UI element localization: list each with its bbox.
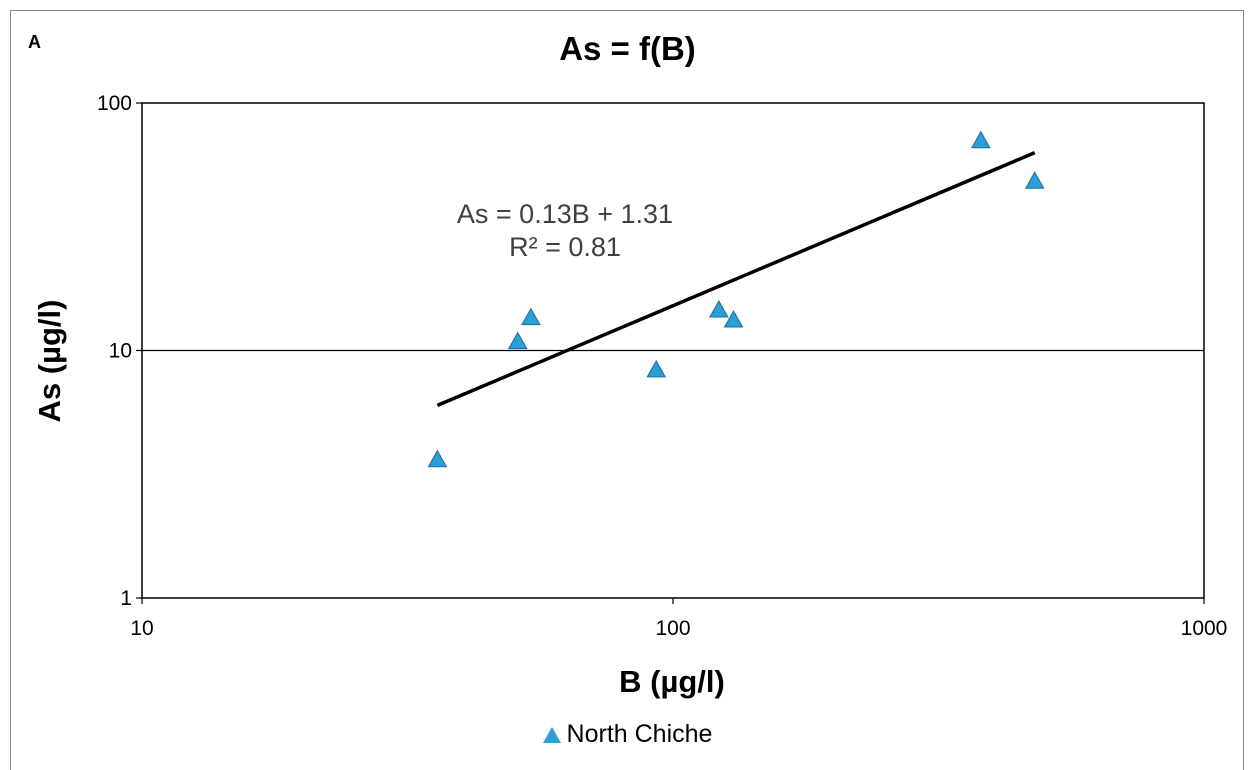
y-tick-label: 1 [120,587,132,610]
data-point-triangle [723,310,744,328]
y-axis-title: As (µg/l) [32,300,67,423]
data-point-triangle [507,331,528,350]
x-axis-title: B (µg/l) [619,664,725,699]
data-point-triangle [646,359,667,378]
y-tick-label: 10 [109,340,132,363]
trendline [436,151,1036,408]
x-tick-label: 100 [655,617,690,640]
legend-label: North Chiche [566,720,713,748]
x-tick-label: 1000 [1181,617,1228,640]
trendline-equation: As = 0.13B + 1.31 [457,199,673,229]
data-point-triangle [427,449,448,468]
chart-title: As = f(B) [559,30,696,67]
trendline-r2: R² = 0.81 [509,232,621,262]
legend-triangle-icon [542,727,561,743]
data-point-triangle [1024,171,1045,189]
trendline-group [436,151,1036,408]
tick-labels: 1 10 100 10 100 1000 [97,92,1227,640]
data-point-triangle [521,307,541,326]
x-tick-label: 10 [130,617,153,640]
data-point-triangle [709,299,729,318]
legend: North Chiche [0,720,1255,749]
figure-frame [10,10,1244,770]
y-tick-label: 100 [97,92,132,115]
data-points [427,130,1045,468]
data-point-triangle [971,130,991,149]
panel-label: A [28,32,41,52]
